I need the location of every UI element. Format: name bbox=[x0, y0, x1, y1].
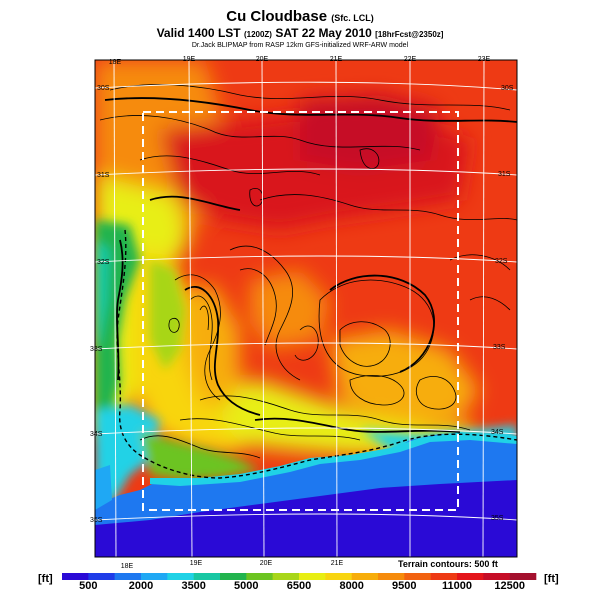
lat-label-left: 30S bbox=[97, 85, 110, 92]
model-credit: Dr.Jack BLIPMAP from RASP 12km GFS-initi… bbox=[191, 42, 409, 49]
coastline bbox=[116, 229, 517, 479]
colorbar-swatch bbox=[62, 573, 89, 580]
lon-label-bottom: 19E bbox=[190, 560, 203, 567]
lon-label-top: 23E bbox=[478, 56, 491, 63]
cloudbase-field bbox=[95, 60, 517, 557]
lat-label-left: 34S bbox=[90, 431, 103, 438]
lon-label-top: 21E bbox=[330, 56, 343, 63]
lat-label-right: 33S bbox=[493, 344, 506, 351]
colorbar-swatch bbox=[430, 573, 458, 580]
colorbar-swatch bbox=[483, 573, 510, 580]
colorbar-tick-label: 9500 bbox=[392, 580, 417, 592]
lat-label-left: 35S bbox=[90, 517, 103, 524]
model-domain-box bbox=[142, 111, 459, 511]
colorbar-swatch bbox=[193, 573, 221, 580]
lat-label-left: 32S bbox=[97, 259, 110, 266]
colorbar bbox=[62, 573, 537, 580]
colorbar-tick-label: 2000 bbox=[128, 580, 154, 592]
colorbar-tick-label: 500 bbox=[79, 580, 98, 592]
colorbar-swatch bbox=[299, 573, 326, 580]
colorbar-swatch bbox=[325, 573, 352, 580]
lon-label-bottom: 21E bbox=[331, 560, 344, 567]
lon-label-bottom: 18E bbox=[121, 563, 134, 570]
colorbar-tick-label: 6500 bbox=[286, 580, 312, 592]
terrain-contour-note: Terrain contours: 500 ft bbox=[398, 559, 498, 569]
lat-label-right: 32S bbox=[495, 258, 508, 265]
terrain-contours bbox=[99, 84, 517, 459]
lon-label-top: 19E bbox=[183, 56, 196, 63]
graticule bbox=[95, 60, 517, 557]
colorbar-swatch bbox=[457, 573, 484, 580]
colorbar-unit-left: [ft] bbox=[38, 573, 53, 585]
colorbar-tick-label: 5000 bbox=[234, 580, 259, 592]
colorbar-swatch bbox=[351, 573, 379, 580]
lat-label-left: 31S bbox=[97, 172, 110, 179]
colorbar-swatch bbox=[272, 573, 300, 580]
colorbar-tick-label: 11000 bbox=[442, 580, 472, 592]
lon-label-top: 20E bbox=[256, 56, 269, 63]
colorbar-unit-right: [ft] bbox=[544, 573, 559, 585]
lon-label-top: 22E bbox=[404, 56, 417, 63]
colorbar-swatch bbox=[141, 573, 168, 580]
lat-label-right: 30S bbox=[501, 85, 514, 92]
lon-label-bottom: 20E bbox=[260, 560, 273, 567]
lat-label-right: 34S bbox=[491, 429, 504, 436]
lon-label-top: 18E bbox=[109, 59, 122, 66]
colorbar-swatch bbox=[220, 573, 247, 580]
colorbar-swatch bbox=[404, 573, 431, 580]
map-frame bbox=[94, 59, 518, 558]
lat-label-right: 35S bbox=[491, 515, 504, 522]
lat-label-left: 33S bbox=[90, 346, 103, 353]
colorbar-tick-label: 12500 bbox=[494, 580, 525, 592]
terrain-contours-bold bbox=[104, 97, 517, 433]
colorbar-swatch bbox=[378, 573, 405, 580]
graticule-labels: 18E 19E 20E 21E 22E 23E 18E 19E 20E 21E … bbox=[90, 56, 514, 570]
colorbar-swatch bbox=[167, 573, 194, 580]
colorbar-swatch bbox=[114, 573, 142, 580]
map-title: Cu Cloudbase (Sfc. LCL) bbox=[226, 8, 374, 25]
colorbar-swatch bbox=[88, 573, 115, 580]
colorbar-tick-label: 3500 bbox=[181, 580, 206, 592]
colorbar-tick-label: 8000 bbox=[339, 580, 364, 592]
valid-time-line: Valid 1400 LST (1200Z) SAT 22 May 2010 [… bbox=[156, 26, 444, 40]
lat-label-right: 31S bbox=[498, 171, 511, 178]
colorbar-swatch bbox=[246, 573, 273, 580]
colorbar-swatch bbox=[509, 573, 537, 580]
